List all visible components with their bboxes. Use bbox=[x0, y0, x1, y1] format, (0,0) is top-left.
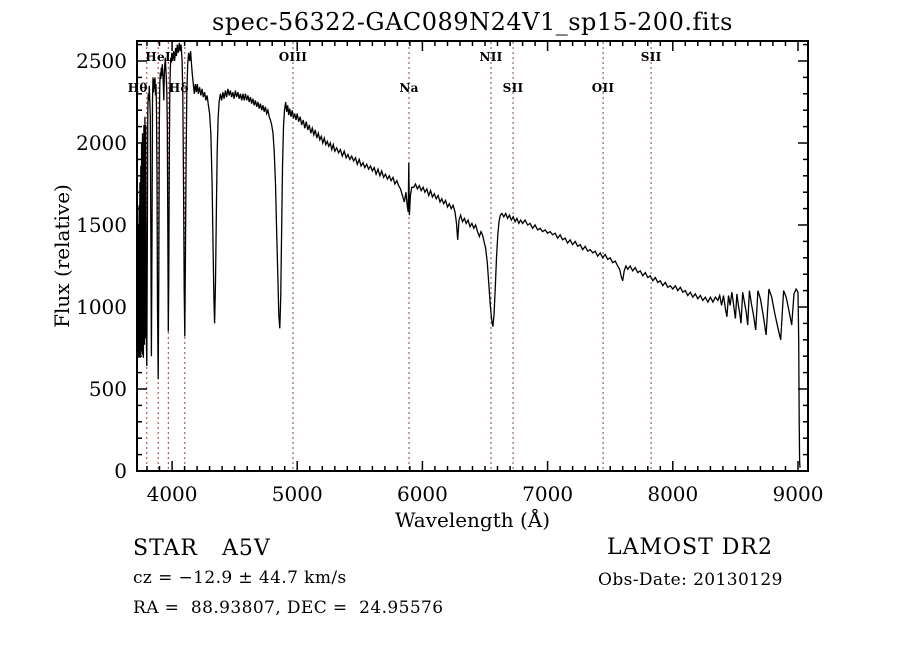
y-tick-label: 1000 bbox=[76, 295, 127, 319]
spectral-line-label: Hθ bbox=[127, 81, 148, 95]
spectral-line-label: OIII bbox=[278, 50, 308, 64]
x-tick-label: 5000 bbox=[271, 482, 323, 506]
y-tick-label: 2000 bbox=[76, 131, 127, 155]
x-tick-label: 9000 bbox=[772, 482, 824, 506]
y-tick-label: 2500 bbox=[76, 49, 127, 73]
spectral-line-label: NII bbox=[479, 50, 503, 64]
spectral-line-label: OII bbox=[591, 81, 615, 95]
spectral-line-label: Hδ bbox=[168, 81, 189, 95]
y-tick-label: 0 bbox=[114, 459, 127, 483]
spectral-line-label: HeI bbox=[145, 50, 171, 64]
x-tick-label: 7000 bbox=[522, 482, 574, 506]
spectral-line-label: SII bbox=[502, 81, 524, 95]
obs-date-text: Obs-Date: 20130129 bbox=[598, 570, 783, 590]
survey-text: LAMOST DR2 bbox=[607, 535, 773, 560]
spectrum-path bbox=[137, 42, 801, 468]
y-axis-label: Flux (relative) bbox=[50, 184, 74, 328]
y-tick-label: 500 bbox=[88, 377, 127, 401]
spectral-line-label: Na bbox=[399, 81, 419, 95]
spectral-marker-lines bbox=[146, 42, 652, 470]
x-axis-label: Wavelength (Å) bbox=[394, 508, 551, 532]
page-title: spec-56322-GAC089N24V1_sp15-200.fits bbox=[212, 8, 733, 36]
axis-ticks bbox=[137, 41, 808, 472]
x-tick-label: 8000 bbox=[647, 482, 699, 506]
spectral-line-label: SII bbox=[640, 50, 662, 64]
object-class-text: STAR A5V bbox=[133, 536, 271, 561]
x-tick-label: 4000 bbox=[146, 482, 198, 506]
plot-frame bbox=[136, 40, 809, 472]
x-tick-label: 6000 bbox=[396, 482, 448, 506]
y-tick-label: 1500 bbox=[76, 213, 127, 237]
ra-dec-text: RA = 88.93807, DEC = 24.95576 bbox=[133, 598, 444, 618]
cz-text: cz = −12.9 ± 44.7 km/s bbox=[133, 568, 347, 588]
